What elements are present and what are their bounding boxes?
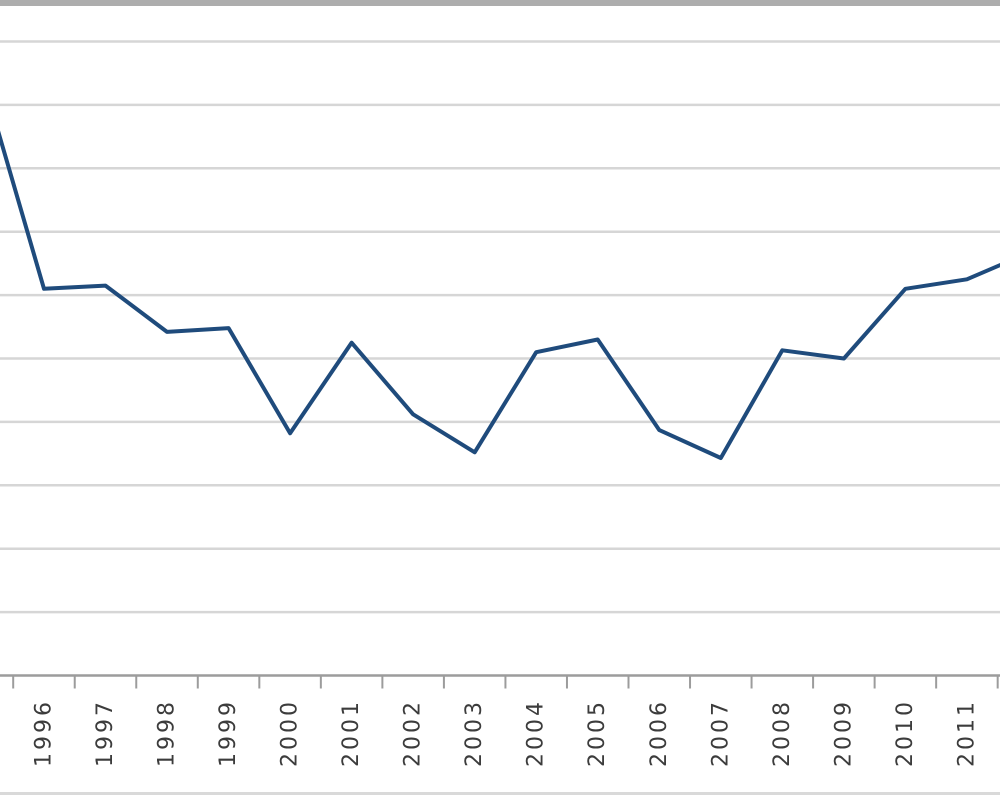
data-series-line [0,130,1000,460]
x-axis-label-2008: 2008 [770,699,795,767]
x-axis-label-2002: 2002 [401,699,426,767]
window-top-edge [0,0,1000,6]
x-axis-label-2004: 2004 [524,699,549,767]
x-axis-label-2005: 2005 [585,699,610,767]
x-axis-label-2001: 2001 [339,699,364,767]
x-axis-label-2010: 2010 [893,699,918,767]
x-axis-label-1997: 1997 [93,699,118,767]
x-axis-label-2007: 2007 [708,699,733,767]
x-axis-label-2009: 2009 [831,699,856,767]
x-axis-label-2011: 2011 [954,699,979,767]
x-axis-label-2006: 2006 [647,699,672,767]
x-axis-label-2000: 2000 [278,699,303,767]
x-axis-label-2003: 2003 [462,699,487,767]
x-axis-label-1998: 1998 [155,699,180,767]
x-axis-label-1999: 1999 [216,699,241,767]
x-axis-label-1996: 1996 [31,699,56,767]
bottom-divider [0,792,1000,795]
